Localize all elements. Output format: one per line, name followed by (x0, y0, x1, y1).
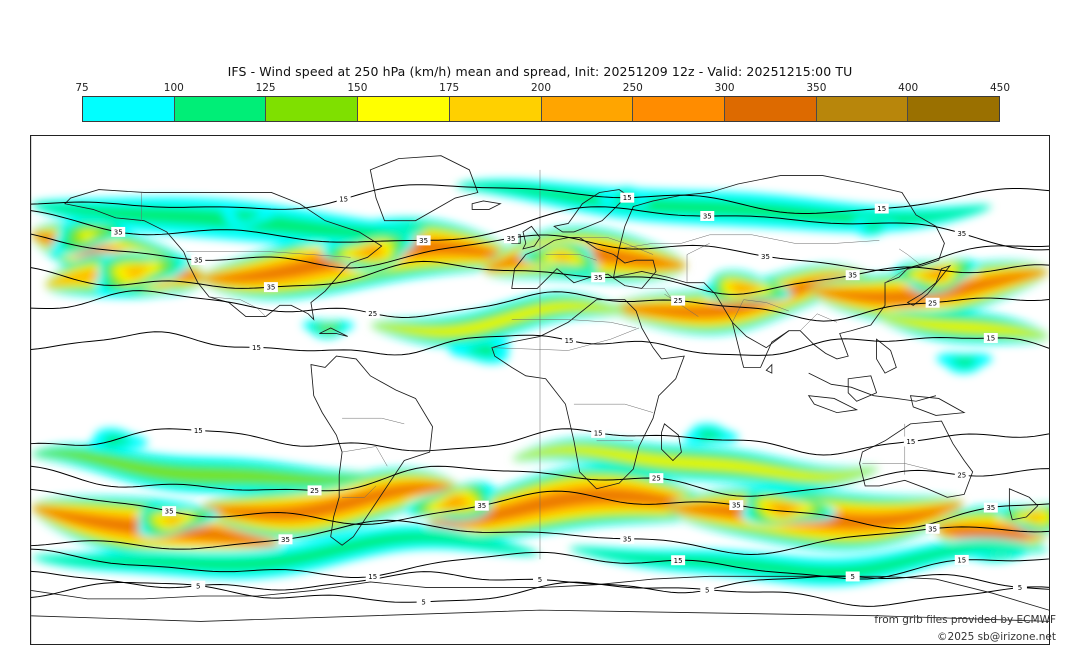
colorbar-tick-400: 400 (898, 82, 919, 94)
colorbar-tick-175: 175 (439, 82, 460, 94)
contour-label: 15 (957, 557, 966, 565)
contour-label: 25 (310, 487, 319, 495)
contour-label: 15 (339, 196, 348, 204)
colorbar-tick-100: 100 (163, 82, 184, 94)
contour-label: 5 (850, 573, 854, 581)
colorbar-tick-300: 300 (714, 82, 735, 94)
map-frame: 35 35 35 35 35 35 35 35 35 35 25 25 25 15 15 15 15 15 15 15… (30, 135, 1050, 645)
contour-label: 25 (368, 310, 377, 318)
contour-label: 5 (421, 598, 425, 606)
contour-label: 15 (674, 557, 683, 565)
colorbar-bands (82, 96, 1000, 122)
colorbar-band-150-175 (358, 97, 450, 121)
contour-label: 25 (674, 297, 683, 305)
colorbar-tick-150: 150 (347, 82, 368, 94)
colorbar: 75 100 125 150 175 200 250 300 350 400 450 (75, 82, 1010, 126)
colorbar-tick-labels: 75 100 125 150 175 200 250 300 350 400 450 (75, 82, 1010, 96)
contour-label: 35 (266, 284, 275, 292)
contour-label: 35 (761, 253, 770, 261)
contour-label: 35 (477, 502, 486, 510)
contour-label: 35 (957, 230, 966, 238)
world-wind-map: 35 35 35 35 35 35 35 35 35 35 25 25 25 15 15 15 15 15 15 15… (31, 136, 1049, 644)
page-title: IFS - Wind speed at 250 hPa (km/h) mean … (227, 64, 853, 79)
colorbar-band-250-300 (633, 97, 725, 121)
contour-label: 35 (507, 235, 516, 243)
copyright-credit: ©2025 sb@irizone.net (937, 631, 1056, 643)
data-source-credit: from grib files provided by ECMWF (874, 614, 1056, 626)
contour-label: 35 (114, 229, 123, 237)
contour-label: 35 (623, 535, 632, 543)
colorbar-band-125-150 (266, 97, 359, 121)
colorbar-tick-125: 125 (255, 82, 276, 94)
contour-label: 25 (652, 475, 661, 483)
contour-label: 15 (623, 194, 632, 202)
colorbar-tick-200: 200 (530, 82, 552, 94)
colorbar-tick-75: 75 (75, 82, 89, 94)
colorbar-band-350-400 (816, 97, 909, 121)
colorbar-band-175-200 (449, 97, 542, 121)
contour-label: 35 (986, 504, 995, 512)
contour-label: 35 (928, 525, 937, 533)
colorbar-band-75-100 (83, 97, 175, 121)
contour-label: 35 (281, 536, 290, 544)
contour-label: 5 (705, 586, 709, 594)
colorbar-tick-250: 250 (622, 82, 643, 94)
contour-label: 15 (565, 337, 574, 345)
contour-label: 35 (594, 274, 603, 282)
contour-label: 15 (877, 205, 886, 213)
contour-label: 5 (1018, 584, 1022, 592)
colorbar-band-400-450 (908, 97, 1000, 121)
colorbar-band-200-250 (541, 97, 634, 121)
contour-label: 15 (252, 344, 261, 352)
contour-label: 35 (848, 272, 857, 280)
contour-label: 5 (196, 582, 200, 590)
contour-label: 35 (732, 502, 741, 510)
contour-label-layer: 35 35 35 35 35 35 35 35 35 35 25 25 25 15 15 15 15 15 15 15… (111, 192, 1027, 607)
colorbar-band-300-350 (724, 97, 817, 121)
contour-label: 15 (986, 335, 995, 343)
contour-label: 35 (194, 257, 203, 265)
contour-label: 35 (419, 237, 428, 245)
contour-label: 15 (906, 438, 915, 446)
colorbar-band-100-125 (174, 97, 267, 121)
contour-label: 35 (165, 508, 174, 516)
contour-label: 15 (594, 429, 603, 437)
contour-label: 35 (703, 213, 712, 221)
contour-label: 15 (194, 427, 203, 435)
colorbar-tick-350: 350 (806, 82, 827, 94)
contour-label: 5 (538, 576, 542, 584)
contour-label: 15 (368, 573, 377, 581)
contour-label: 25 (928, 299, 937, 307)
colorbar-tick-450: 450 (989, 82, 1011, 94)
contour-label: 25 (957, 472, 966, 480)
